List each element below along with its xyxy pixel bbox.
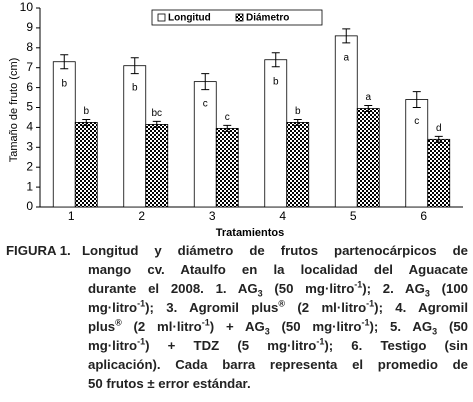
caption-text: mg·litro: [88, 338, 138, 353]
bar: [145, 124, 169, 208]
caption-line: plus® (2 ml·litro-1) + AG3 (50 mg·litro-…: [88, 317, 468, 336]
significance-letter: b: [295, 106, 301, 117]
caption-text: -1: [316, 336, 325, 347]
caption-text: (50 mg·litro: [262, 281, 355, 296]
x-tick-label: 4: [279, 209, 286, 223]
caption-text: (50 mg·litro: [269, 319, 362, 334]
x-tick-label: 1: [68, 209, 75, 223]
legend-swatch: [235, 13, 244, 22]
chart: Tamaño de fruto (cm) Tratamientos 0 1 2 3 4 5…: [8, 0, 463, 239]
error-bar: [130, 57, 139, 75]
y-tick-label: 2: [26, 159, 33, 173]
caption-text: 3: [264, 326, 270, 337]
caption-text: ); 4. Agromil: [374, 300, 468, 315]
caption: FIGURA 1. Longitud y diámetro de frutos …: [6, 241, 468, 393]
x-tick-label: 6: [420, 209, 427, 223]
caption-text: ); 2. AG: [362, 281, 425, 296]
significance-letter: c: [225, 112, 230, 123]
legend-label: Longitud: [168, 13, 211, 24]
caption-text: ) + AG: [209, 319, 265, 334]
y-tick-label: 3: [26, 139, 33, 153]
y-tick-label: 8: [26, 40, 33, 54]
significance-letter: c: [414, 116, 419, 127]
caption-text: -1: [137, 298, 146, 309]
error-bar: [60, 54, 69, 70]
caption-text: ); 3. Agromil plus: [145, 300, 279, 315]
error-bar: [152, 120, 161, 128]
error-bar: [223, 124, 232, 132]
caption-text: ); 6. Testigo (sin: [324, 338, 468, 353]
bar: [74, 122, 98, 208]
x-tick-label: 2: [138, 209, 145, 223]
significance-letter: b: [83, 106, 89, 117]
caption-text: durante el 2008. 1. AG: [88, 281, 258, 296]
significance-letter: c: [203, 98, 208, 109]
caption-text: ) + TDZ (5 mg·litro: [145, 338, 317, 353]
caption-line: mg·litro-1) + TDZ (5 mg·litro-1); 6. Tes…: [88, 336, 468, 355]
caption-text: ®: [278, 298, 286, 309]
legend-swatch: [157, 13, 166, 22]
x-tick-label: 5: [350, 209, 357, 223]
significance-letter: d: [436, 123, 442, 134]
y-axis-label: Tamaño de fruto (cm): [8, 58, 20, 163]
y-tick-label: 9: [26, 20, 33, 34]
significance-letter: b: [61, 78, 67, 89]
error-bar: [364, 105, 373, 112]
caption-text: (2 ml·litro: [121, 319, 202, 334]
x-tick-label: 3: [209, 209, 216, 223]
caption-line: durante el 2008. 1. AG3 (50 mg·litro-1);…: [88, 279, 468, 298]
bar: [215, 127, 239, 208]
caption-text: 50 frutos ± error estándar.: [88, 376, 251, 391]
caption-text: ®: [115, 317, 122, 328]
significance-letter: b: [132, 82, 138, 93]
y-tick-label: 6: [26, 80, 33, 94]
caption-text: aplicación). Cada barra representa el pr…: [88, 357, 468, 372]
caption-line: aplicación). Cada barra representa el pr…: [88, 355, 468, 374]
error-bar: [271, 52, 280, 68]
error-bar: [293, 118, 302, 126]
error-bar: [434, 135, 443, 143]
error-bar: [82, 118, 91, 126]
y-tick-label: 7: [26, 60, 33, 74]
x-axis-label: Tratamientos: [216, 227, 284, 239]
significance-letter: a: [343, 53, 349, 64]
significance-letter: b: [273, 76, 279, 87]
error-bar: [201, 73, 210, 91]
y-tick-label: 1: [26, 179, 33, 193]
y-tick-label: 5: [26, 100, 33, 114]
caption-line: 50 frutos ± error estándar.: [88, 374, 468, 393]
bar: [286, 122, 310, 208]
caption-text: -1: [361, 317, 370, 328]
caption-label: FIGURA 1.: [6, 243, 71, 258]
y-tick-label: 10: [20, 0, 34, 14]
bar: [356, 108, 380, 208]
caption-text: -1: [366, 298, 375, 309]
legend-label: Diámetro: [246, 13, 289, 24]
caption-text: 3: [432, 326, 438, 337]
caption-line: mg·litro-1); 3. Agromil plus® (2 ml·litr…: [88, 298, 468, 317]
caption-text: (2 ml·litro: [285, 300, 367, 315]
caption-text: ); 5. AG: [369, 319, 433, 334]
y-tick-label: 4: [26, 120, 33, 134]
y-tick-label: 0: [26, 199, 33, 213]
error-bar: [342, 28, 351, 44]
caption-text: (100: [429, 281, 468, 296]
caption-text: mg·litro: [88, 300, 138, 315]
caption-text: mango cv. Ataulfo en la localidad del Ag…: [88, 262, 468, 277]
bar: [427, 138, 451, 208]
caption-text: plus: [88, 319, 116, 334]
caption-line: Longitud y diámetro de frutos partenocár…: [82, 241, 468, 260]
caption-text: (50: [437, 319, 469, 334]
caption-line: mango cv. Ataulfo en la localidad del Ag…: [88, 260, 468, 279]
caption-text: Longitud y diámetro de frutos partenocár…: [82, 243, 468, 258]
caption-text: -1: [354, 279, 363, 290]
caption-text: -1: [201, 317, 210, 328]
significance-letter: bc: [151, 108, 162, 119]
caption-text: 3: [424, 288, 430, 299]
significance-letter: a: [365, 92, 371, 103]
caption-text: 3: [257, 288, 263, 299]
caption-text: -1: [137, 336, 146, 347]
error-bar: [412, 91, 421, 108]
